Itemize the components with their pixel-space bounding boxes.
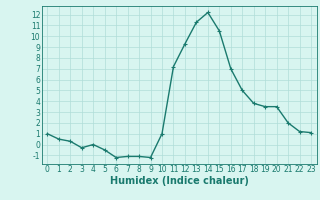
X-axis label: Humidex (Indice chaleur): Humidex (Indice chaleur): [110, 176, 249, 186]
